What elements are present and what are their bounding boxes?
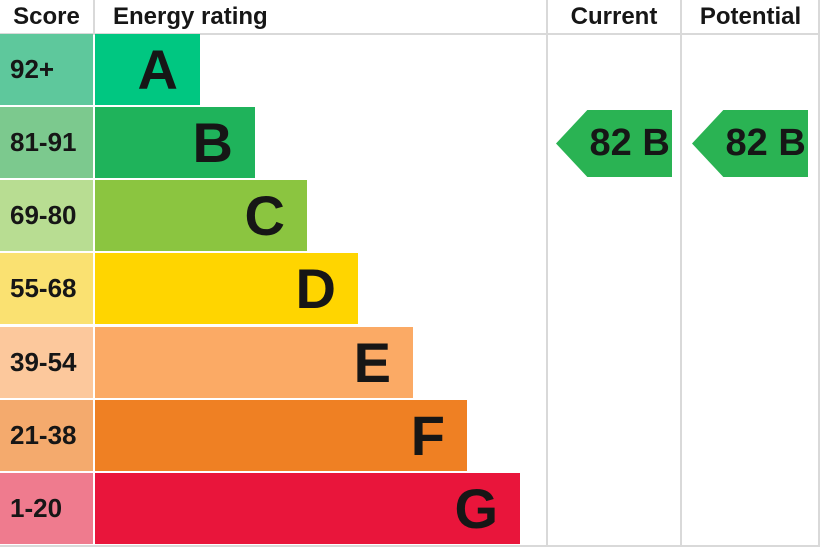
band-bar-g: G bbox=[95, 473, 520, 544]
band-letter-d: D bbox=[295, 257, 336, 320]
current-column-divider bbox=[546, 0, 548, 547]
current-column-header: Current bbox=[570, 3, 658, 30]
band-bar-b: B bbox=[95, 107, 255, 178]
band-letter-e: E bbox=[353, 331, 391, 394]
band-letter-c: C bbox=[244, 184, 285, 247]
band-bar-d: D bbox=[95, 253, 358, 324]
current-rating-value: 82 B bbox=[589, 122, 670, 164]
epc-band-row-e: 39-54 E bbox=[0, 327, 820, 398]
table-bottom-border bbox=[0, 545, 820, 547]
potential-column-header: Potential bbox=[699, 3, 802, 30]
epc-band-row-d: 55-68 D bbox=[0, 253, 820, 324]
potential-rating-value: 82 B bbox=[725, 122, 806, 164]
score-range-f: 21-38 bbox=[0, 400, 93, 471]
band-bar-f: F bbox=[95, 400, 467, 471]
band-letter-b: B bbox=[192, 111, 233, 174]
band-bar-a: A bbox=[95, 34, 200, 105]
epc-band-row-b: 81-91 B bbox=[0, 107, 820, 178]
band-letter-f: F bbox=[410, 404, 445, 467]
score-range-b: 81-91 bbox=[0, 107, 93, 178]
epc-band-row-c: 69-80 C bbox=[0, 180, 820, 251]
table-right-border bbox=[818, 0, 820, 547]
score-column-header: Score bbox=[13, 3, 80, 30]
epc-band-row-g: 1-20 G bbox=[0, 473, 820, 544]
score-range-d: 55-68 bbox=[0, 253, 93, 324]
epc-band-row-a: 92+ A bbox=[0, 34, 820, 105]
energy-rating-column-header: Energy rating bbox=[113, 3, 268, 30]
epc-band-row-f: 21-38 F bbox=[0, 400, 820, 471]
score-range-g: 1-20 bbox=[0, 473, 93, 544]
band-letter-g: G bbox=[454, 477, 498, 540]
score-column-divider bbox=[93, 0, 95, 34]
score-range-e: 39-54 bbox=[0, 327, 93, 398]
band-letter-a: A bbox=[137, 38, 178, 101]
band-bar-e: E bbox=[95, 327, 413, 398]
header-underline bbox=[0, 33, 820, 35]
potential-column-divider bbox=[680, 0, 682, 547]
score-range-c: 69-80 bbox=[0, 180, 93, 251]
score-range-a: 92+ bbox=[0, 34, 93, 105]
band-bar-c: C bbox=[95, 180, 307, 251]
